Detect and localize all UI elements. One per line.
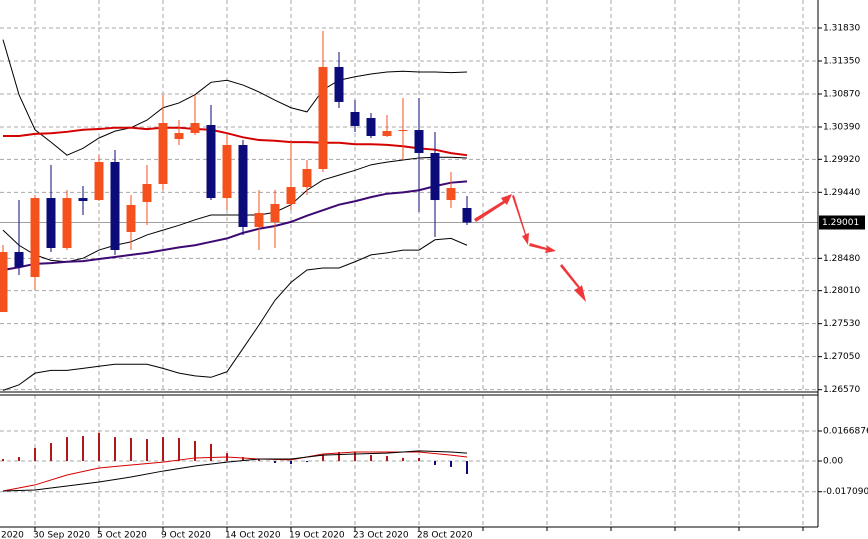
indicator-line — [2, 237, 468, 391]
y-tick-label: 1.29440 — [823, 188, 860, 198]
candle-body — [0, 252, 8, 313]
histogram-bar — [98, 432, 100, 461]
y-tick-label: 1.30390 — [823, 122, 860, 132]
histogram-bar — [178, 437, 180, 461]
histogram-bar — [130, 437, 132, 461]
y-tick-label: 1.27530 — [823, 319, 860, 329]
candle-body — [286, 187, 296, 205]
y-tick-label: 1.27050 — [823, 352, 860, 362]
candle-body — [174, 132, 184, 140]
candle-body — [398, 130, 408, 132]
candle-body — [382, 130, 392, 137]
histogram-bar — [34, 448, 36, 461]
candle-body — [30, 198, 40, 278]
candle-body — [78, 198, 88, 201]
candle-body — [222, 145, 232, 199]
indicator-panel — [0, 395, 818, 527]
candle-body — [302, 169, 312, 188]
y-tick-label: 1.28480 — [823, 254, 860, 264]
indicator-line — [2, 450, 468, 492]
candle-body — [142, 184, 152, 203]
arrow — [560, 264, 586, 302]
candle-body — [190, 123, 200, 133]
y-tick-label: 1.30870 — [823, 89, 860, 99]
candle-body — [62, 198, 72, 249]
annotation-arrows — [474, 194, 586, 302]
indicator-line — [2, 156, 468, 263]
histogram-bar — [242, 457, 244, 461]
y-tick-label: 0.00 — [823, 457, 843, 467]
x-tick-label: 14 Oct 2020 — [225, 531, 281, 539]
histogram-bar — [450, 461, 452, 467]
y-tick-label: 1.26570 — [823, 385, 860, 395]
candle-body — [94, 161, 104, 201]
candle-body — [414, 130, 424, 153]
candle-body — [462, 207, 472, 223]
histogram-bar — [274, 461, 276, 463]
histogram-bar — [2, 459, 4, 461]
candle-body — [238, 145, 248, 227]
candle-body — [158, 123, 168, 185]
y-tick-label: 1.31830 — [823, 23, 860, 33]
y-tick-label: 1.28010 — [823, 286, 860, 296]
histogram-bar — [466, 461, 468, 474]
indicator-line — [3, 126, 468, 157]
x-tick-label: 30 Sep 2020 — [33, 531, 90, 539]
x-tick-label: 2020 — [1, 531, 24, 539]
histogram-bar — [194, 441, 196, 461]
indicator-line — [2, 39, 468, 156]
histogram-bar — [82, 436, 84, 461]
arrow — [512, 195, 529, 245]
arrow — [529, 243, 556, 253]
candle-body — [318, 66, 328, 170]
y-tick-label: 0.0166876 — [823, 426, 868, 436]
y-tick-label: 1.29920 — [823, 155, 860, 165]
candle-body — [206, 125, 216, 199]
histogram-bar — [162, 437, 164, 461]
histogram-bar — [114, 437, 116, 461]
y-tick-label: 1.31350 — [823, 56, 860, 66]
histogram-bar — [290, 461, 292, 465]
histogram-bar — [322, 455, 324, 461]
histogram-bar — [370, 455, 372, 461]
histogram-bar — [66, 437, 68, 461]
candle-body — [366, 117, 376, 137]
x-tick-label: 28 Oct 2020 — [417, 531, 473, 539]
candle-body — [14, 252, 24, 267]
y-tick-label: -0.0170900 — [823, 487, 868, 497]
main-panel — [0, 0, 818, 392]
histogram-bar — [210, 443, 212, 461]
histogram-bar — [306, 461, 308, 463]
histogram-bar — [354, 452, 356, 461]
histogram-bar — [434, 461, 436, 465]
x-tick-label: 9 Oct 2020 — [161, 531, 211, 539]
histogram-bar — [402, 457, 404, 461]
indicator-line — [2, 180, 468, 272]
histogram-bar — [146, 439, 148, 461]
x-tick-label: 19 Oct 2020 — [289, 531, 345, 539]
candle-body — [254, 213, 264, 227]
histogram-bar — [18, 457, 20, 461]
histogram-bar — [258, 459, 260, 461]
candle-body — [430, 152, 440, 201]
histogram-bar — [386, 455, 388, 461]
price-label: 1.29001 — [822, 218, 859, 228]
arrow — [474, 194, 512, 222]
candle-body — [46, 198, 56, 249]
x-tick-label: 23 Oct 2020 — [353, 531, 409, 539]
candle-body — [126, 204, 136, 232]
candle-body — [350, 112, 360, 126]
candle-body — [334, 66, 344, 102]
x-tick-label: 5 Oct 2020 — [97, 531, 147, 539]
candle-body — [110, 161, 120, 251]
histogram-bar — [418, 457, 420, 461]
candle-body — [270, 204, 280, 223]
candle-body — [446, 187, 456, 201]
histogram-bar — [50, 443, 52, 461]
axes: 2020 30 Sep 2020 5 Oct 2020 9 Oct 2020 14 Oc… — [1, 23, 868, 539]
price-label-box — [819, 215, 865, 230]
histogram-bar — [338, 452, 340, 461]
